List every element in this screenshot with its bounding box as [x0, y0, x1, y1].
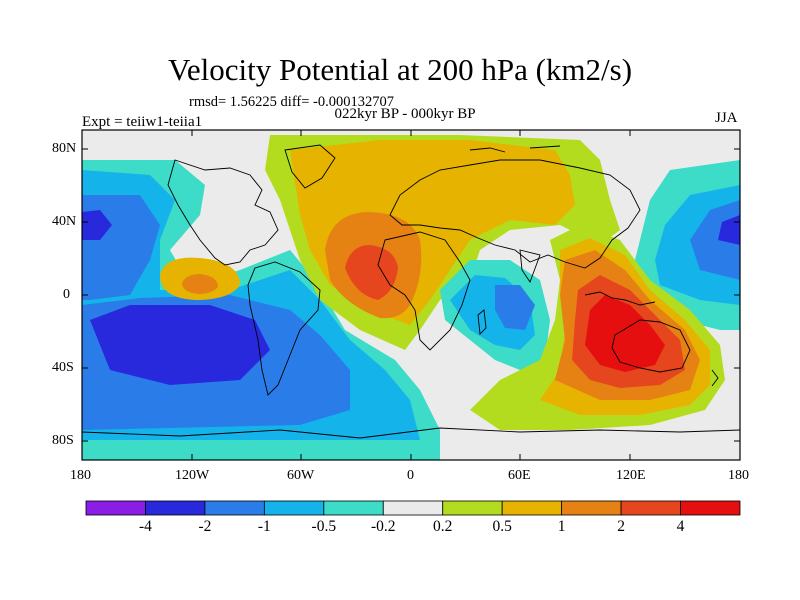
colorbar-label: -0.5 [311, 518, 337, 535]
coastline-new-zealand [711, 369, 719, 387]
colorbar-swatch [501, 500, 563, 516]
contour-pacific-negative-4 [90, 305, 270, 385]
y-tick-label: 40N [52, 214, 77, 229]
y-axis-ticks [82, 148, 740, 442]
coastline-eurasia [389, 159, 641, 269]
colorbar-swatch [442, 500, 503, 516]
y-tick-label: 40S [52, 360, 74, 375]
y-tick-label: 0 [63, 287, 70, 302]
colorbar-swatch [85, 500, 146, 516]
x-tick-label: 60E [508, 468, 531, 483]
colorbar-swatch [561, 500, 622, 516]
coastline-india [519, 249, 541, 283]
season-label: JJA [715, 110, 738, 126]
contour-central-pacific-positive-2 [182, 274, 218, 294]
colorbar-label: 2 [617, 518, 625, 535]
map-title: Velocity Potential at 200 hPa (km2/s) [167, 52, 633, 87]
coastlines [82, 144, 740, 439]
x-tick-label: 180 [728, 468, 749, 483]
colorbar [85, 500, 741, 516]
colorbar-label: -4 [138, 518, 152, 535]
contour-indian-negative-3 [495, 285, 535, 330]
colorbar-swatch [680, 500, 741, 516]
y-tick-label: 80N [52, 141, 77, 156]
colorbar-swatch [382, 500, 444, 516]
colorbar-label: -0.2 [370, 518, 396, 535]
colorbar-swatch [145, 500, 206, 516]
colorbar-label: 1 [557, 518, 566, 535]
period-subtitle: 022kyr BP - 000kyr BP [334, 106, 476, 122]
x-axis-ticks [81, 130, 741, 460]
coastline-africa [377, 231, 471, 351]
coastline-indonesia [584, 291, 656, 306]
x-tick-label: 180 [70, 468, 91, 483]
colorbar-label: -2 [198, 518, 212, 535]
x-tick-label: 120W [175, 468, 210, 483]
contour-westpac-negative-4 [82, 210, 112, 240]
colorbar-swatch [263, 500, 325, 516]
coastline-antarctica [82, 427, 740, 439]
x-tick-label: 60W [287, 468, 315, 483]
colorbar-swatch [323, 500, 384, 516]
coastline-madagascar [477, 309, 487, 335]
velocity-potential-field [82, 130, 740, 460]
coastline-australia [611, 319, 691, 373]
colorbar-swatch [620, 500, 681, 516]
contour-indopacific-positive-5 [585, 295, 665, 372]
x-tick-label: 0 [407, 468, 414, 483]
colorbar-label: 4 [676, 518, 685, 535]
coastline-greenland [284, 144, 336, 189]
coastline-north-america [167, 159, 279, 266]
y-tick-label: 80S [52, 433, 74, 448]
experiment-label: Expt = teiiw1-teiia1 [82, 114, 203, 130]
coastline-arctic-islands [469, 145, 561, 153]
x-tick-label: 120E [616, 468, 646, 483]
colorbar-label: 0.5 [492, 518, 512, 535]
stats-text: rmsd= 1.56225 diff= -0.000132707 [189, 94, 394, 110]
colorbar-label: 0.2 [433, 518, 453, 535]
colorbar-label: -1 [257, 518, 271, 535]
colorbar-swatch [204, 500, 265, 516]
coastline-south-america [247, 261, 321, 396]
contour-atlantic-positive-4 [345, 245, 398, 300]
